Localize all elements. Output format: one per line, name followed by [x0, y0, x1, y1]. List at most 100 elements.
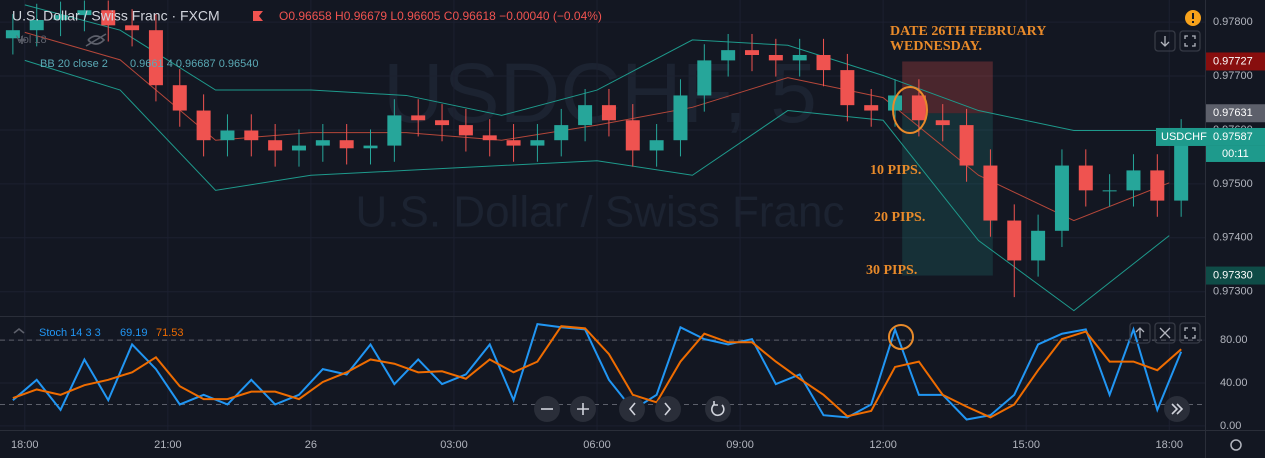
candle-body [244, 130, 259, 141]
x-tick-label: 18:00 [11, 439, 39, 451]
candle-body [1126, 170, 1141, 191]
collapse-button[interactable] [1154, 30, 1176, 52]
candle-body [315, 140, 330, 146]
candle-body [125, 25, 140, 31]
candle-body [1078, 165, 1093, 191]
volume-indicator: Vol 18 [16, 34, 47, 46]
x-tick-label: 03:00 [440, 439, 468, 451]
candle-body [768, 55, 783, 61]
bb-legend-values: 0.9661 4 0.96687 0.96540 [130, 58, 258, 70]
candle-body [77, 10, 92, 16]
price-label-value: 0.97727 [1213, 55, 1253, 67]
x-tick-label: 15:00 [1012, 439, 1040, 451]
bb-middle [24, 31, 1170, 222]
candle-body [506, 140, 521, 146]
watermark: USDCHF, 5 U.S. Dollar / Swiss Franc [356, 46, 845, 236]
candle-body [53, 15, 68, 20]
settings-icon[interactable] [1230, 439, 1242, 451]
bb-lower [24, 59, 1170, 312]
countdown-label: 00:11 [1222, 148, 1249, 160]
price-pane [0, 0, 1205, 316]
candle-body [697, 60, 712, 96]
stoch-line [12, 325, 1182, 419]
price-label-symbol: USDCHF [1161, 131, 1207, 143]
annotation-30-pips: 30 PIPS. [866, 263, 917, 278]
candle-body [29, 19, 44, 31]
move-up-button[interactable] [1129, 322, 1151, 344]
annotation-10-pips: 10 PIPS. [870, 163, 921, 178]
stoch-legend-k: 69.19 [120, 327, 148, 339]
y-tick-label: 0.00 [1220, 420, 1241, 432]
candle-body [673, 95, 688, 141]
stoch-legend-name: Stoch 14 3 3 [39, 327, 101, 339]
candle-body [148, 30, 163, 86]
candle-body [578, 105, 593, 126]
x-tick-label: 26 [305, 439, 317, 451]
countdown-box [1206, 145, 1265, 162]
y-tick-label: 0.97700 [1213, 70, 1253, 82]
close-button[interactable] [1154, 322, 1176, 344]
candle-body [101, 10, 116, 26]
maximize-button[interactable] [1179, 322, 1201, 344]
y-tick-label: 0.97500 [1213, 178, 1253, 190]
y-tick-label: 40.00 [1220, 377, 1248, 389]
candle-body [792, 55, 807, 61]
ohlc-values: O0.96658 H0.96679 L0.96605 C0.96618 −0.0… [279, 9, 602, 23]
x-tick-label: 06:00 [583, 439, 611, 451]
y-tick-label: 80.00 [1220, 334, 1248, 346]
scroll-right-button[interactable] [655, 396, 681, 422]
candle-body [864, 105, 879, 111]
candle-body [339, 140, 354, 149]
target-zone [902, 113, 993, 276]
price-label-value: 0.97330 [1213, 269, 1253, 281]
highlight-circle [888, 324, 914, 350]
bb-upper [24, 4, 1170, 131]
candle-body [1031, 230, 1046, 261]
price-label-box [1156, 127, 1265, 146]
bb-legend-name: BB 20 close 2 [40, 58, 108, 70]
candle-body [959, 125, 974, 166]
candle-body [172, 85, 187, 111]
candle-body [196, 110, 211, 141]
candle-body [816, 55, 831, 71]
candle-body [411, 115, 426, 121]
y-tick-label: 0.97400 [1213, 232, 1253, 244]
stoch-legend-d: 71.53 [156, 327, 184, 339]
candle-body [435, 120, 450, 126]
candle-body [458, 125, 473, 136]
candle-body [1007, 220, 1022, 261]
annotation-date: DATE 26TH FEBRUARY [890, 24, 1046, 39]
price-label-box [1206, 104, 1265, 123]
candle-body [363, 145, 378, 149]
flag-icon[interactable] [253, 11, 263, 21]
candle-body [1054, 165, 1069, 231]
scroll-left-button[interactable] [619, 396, 645, 422]
reset-button[interactable] [705, 396, 731, 422]
candle-body [1174, 135, 1189, 201]
candle-body [220, 130, 235, 141]
candle-body [888, 95, 903, 111]
candle-body [1150, 170, 1165, 201]
maximize-button[interactable] [1179, 30, 1201, 52]
zoom-toolbar [534, 396, 1190, 422]
candle-body [625, 120, 640, 151]
price-label-box [1206, 52, 1265, 71]
candle-body [1102, 190, 1117, 192]
y-tick-label: 0.97800 [1213, 16, 1253, 28]
x-tick-label: 18:00 [1155, 439, 1183, 451]
candle-body [935, 120, 950, 126]
annotation-day: WEDNESDAY. [890, 39, 982, 54]
candle-body [268, 140, 283, 151]
annotation-20-pips: 20 PIPS. [874, 210, 925, 225]
candle-body [911, 95, 926, 121]
symbol-title: U.S. Dollar / Swiss Franc · FXCM [12, 8, 220, 24]
x-tick-label: 12:00 [869, 439, 897, 451]
candle-body [291, 145, 306, 151]
candle-body [554, 125, 569, 141]
candle-body [840, 70, 855, 106]
price-label-value: 0.97631 [1213, 107, 1253, 119]
candle-body [530, 140, 545, 146]
x-tick-label: 21:00 [154, 439, 182, 451]
price-label-value: 0.97587 [1213, 131, 1253, 143]
